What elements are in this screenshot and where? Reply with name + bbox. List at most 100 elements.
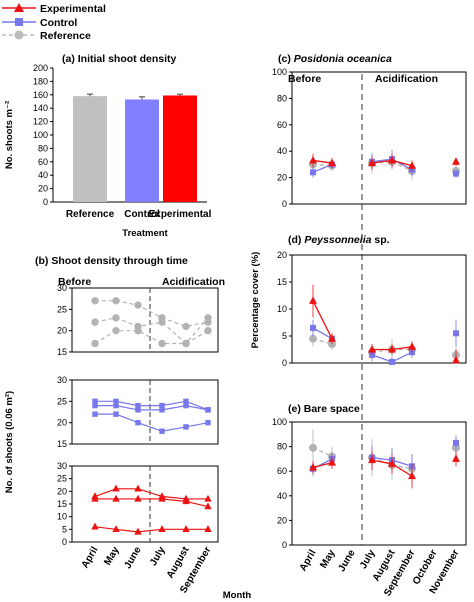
panel-d-ytick-label: 15 bbox=[277, 277, 287, 287]
x-axis-label-month: Month bbox=[223, 590, 252, 601]
panel-b-control-point bbox=[183, 402, 189, 409]
panel-d-experimental-point bbox=[388, 345, 396, 353]
panel-a-ytick-label: 80 bbox=[38, 143, 48, 153]
panel-b-experimental-point bbox=[134, 494, 142, 502]
bar-category-label: Reference bbox=[66, 209, 115, 220]
panel-c-frame bbox=[291, 71, 467, 205]
panel-d-control-point bbox=[453, 330, 459, 337]
panel-b-month-label: June bbox=[122, 545, 143, 571]
panel-b-control-point bbox=[135, 419, 141, 426]
panel-e-series-line bbox=[371, 457, 393, 461]
panel-d-experimental-point bbox=[309, 296, 317, 304]
panel-b-reference-series-line bbox=[95, 300, 209, 328]
panel-b-experimental-ytick-label: 25 bbox=[57, 474, 67, 484]
panel-b-control-frame bbox=[71, 379, 219, 445]
panel-b-experimental-ytick-label: 0 bbox=[62, 537, 67, 547]
panel-d-title: (d) Peyssonnelia sp. bbox=[288, 234, 390, 246]
panel-b-reference-point bbox=[112, 314, 120, 322]
bar-experimental bbox=[163, 95, 197, 202]
panel-b-experimental-point bbox=[182, 497, 190, 505]
panel-e-ytick-label: 60 bbox=[277, 466, 287, 476]
panel-b-control-point bbox=[135, 407, 141, 413]
panel-b-control-point bbox=[135, 402, 141, 409]
panel-c-ytick-label: 100 bbox=[272, 67, 287, 77]
panel-b-control-point bbox=[159, 428, 165, 434]
panel-b-experimental-point bbox=[158, 525, 166, 533]
panel-a-ytick-label: 160 bbox=[33, 90, 48, 100]
panel-e-control-point bbox=[453, 439, 459, 446]
panel-e-experimental-point bbox=[452, 454, 460, 462]
panel-d-frame bbox=[291, 254, 467, 364]
panel-d-series-line bbox=[391, 346, 413, 351]
panel-b-experimental-point bbox=[182, 525, 190, 533]
panel-b-reference-point bbox=[204, 314, 212, 322]
panel-e-ytick-label: 80 bbox=[277, 442, 287, 452]
panel-b-acidification-label: Acidification bbox=[162, 276, 225, 288]
panel-b-experimental-ytick-label: 15 bbox=[57, 499, 67, 509]
panel-b-reference-series-line bbox=[94, 317, 209, 345]
panel-b-experimental-point bbox=[204, 494, 212, 502]
panel-e-experimental-point bbox=[309, 463, 317, 471]
panel-e-experimental-point bbox=[368, 455, 376, 464]
panel-b-control-point bbox=[113, 402, 119, 409]
panel-c-experimental-point bbox=[328, 158, 336, 167]
panel-b-before-label: Before bbox=[58, 276, 91, 288]
panel-e-ytick-label: 40 bbox=[277, 491, 287, 501]
panel-b-ylabel: No. of shoots (0.06 m²) bbox=[4, 391, 15, 493]
panel-b-experimental-point bbox=[112, 494, 120, 502]
panel-b-reference-point bbox=[204, 326, 212, 335]
panel-a-title: (a) Initial shoot density bbox=[62, 53, 177, 65]
panel-b-control-point bbox=[92, 398, 98, 405]
panel-c-series-line bbox=[312, 159, 333, 164]
panel-c-before-label: Before bbox=[288, 73, 321, 85]
legend-control-marker bbox=[15, 18, 23, 26]
panel-b-control-point bbox=[205, 419, 211, 426]
panel-c-acidification-label: Acidification bbox=[375, 73, 438, 85]
panel-e-series-line bbox=[312, 461, 333, 469]
legend-experimental-label: Experimental bbox=[40, 3, 106, 15]
legend-experimental-marker bbox=[14, 3, 24, 12]
panel-a-ylabel: No. shoots m⁻² bbox=[4, 101, 15, 169]
panel-c-ytick-label: 0 bbox=[282, 199, 287, 209]
panel-b-reference-ytick-label: 15 bbox=[57, 347, 67, 357]
panel-b-control-point bbox=[205, 407, 211, 413]
bar-category-label: Control bbox=[124, 209, 160, 220]
legend-reference-marker bbox=[14, 30, 24, 40]
panel-e-ytick-label: 100 bbox=[272, 417, 287, 427]
panel-e-experimental-point bbox=[328, 458, 336, 466]
panel-b-control-series-line bbox=[95, 413, 209, 432]
panel-b-control-ytick-label: 20 bbox=[57, 418, 67, 428]
panel-b-month-label: May bbox=[102, 545, 121, 568]
panel-b-control-point bbox=[92, 402, 98, 409]
panel-b-reference-ytick-label: 25 bbox=[57, 304, 67, 314]
panel-c-ytick-label: 60 bbox=[277, 120, 287, 130]
panel-b-control-point bbox=[113, 398, 119, 405]
panel-c-control-point bbox=[453, 170, 459, 177]
panel-b-control-ytick-label: 30 bbox=[57, 375, 67, 385]
right-month-label: July bbox=[358, 548, 378, 571]
panel-a-ytick-label: 40 bbox=[38, 170, 48, 180]
panel-b-control-point bbox=[113, 411, 119, 417]
panel-d-ytick-label: 20 bbox=[277, 250, 287, 260]
panel-b-control-point bbox=[159, 402, 165, 409]
panel-b-experimental-point bbox=[112, 525, 120, 533]
panel-a-xlabel: Treatment bbox=[122, 228, 168, 239]
panel-b-control-series-line bbox=[95, 400, 209, 411]
right-month-label: May bbox=[318, 548, 337, 571]
panel-b-experimental-point bbox=[204, 525, 212, 533]
right-month-label: April bbox=[298, 548, 319, 573]
panel-e-series-line bbox=[371, 459, 393, 465]
panel-b-reference-point bbox=[112, 326, 120, 335]
panel-b-reference-point bbox=[91, 297, 99, 305]
panel-b-experimental-point bbox=[134, 527, 142, 535]
panel-b-reference-frame bbox=[71, 287, 219, 353]
panel-b-experimental-series-line bbox=[94, 488, 208, 500]
panel-c-experimental-point bbox=[408, 161, 416, 169]
panel-c-title: (c) Posidonia oceanica bbox=[278, 53, 392, 65]
panel-b-reference-ytick-label: 30 bbox=[57, 283, 67, 293]
panel-b-reference-point bbox=[158, 339, 166, 348]
panel-c-ytick-label: 20 bbox=[277, 173, 287, 183]
panel-b-experimental-ytick-label: 10 bbox=[57, 512, 67, 522]
panel-d-reference-point bbox=[309, 334, 317, 343]
